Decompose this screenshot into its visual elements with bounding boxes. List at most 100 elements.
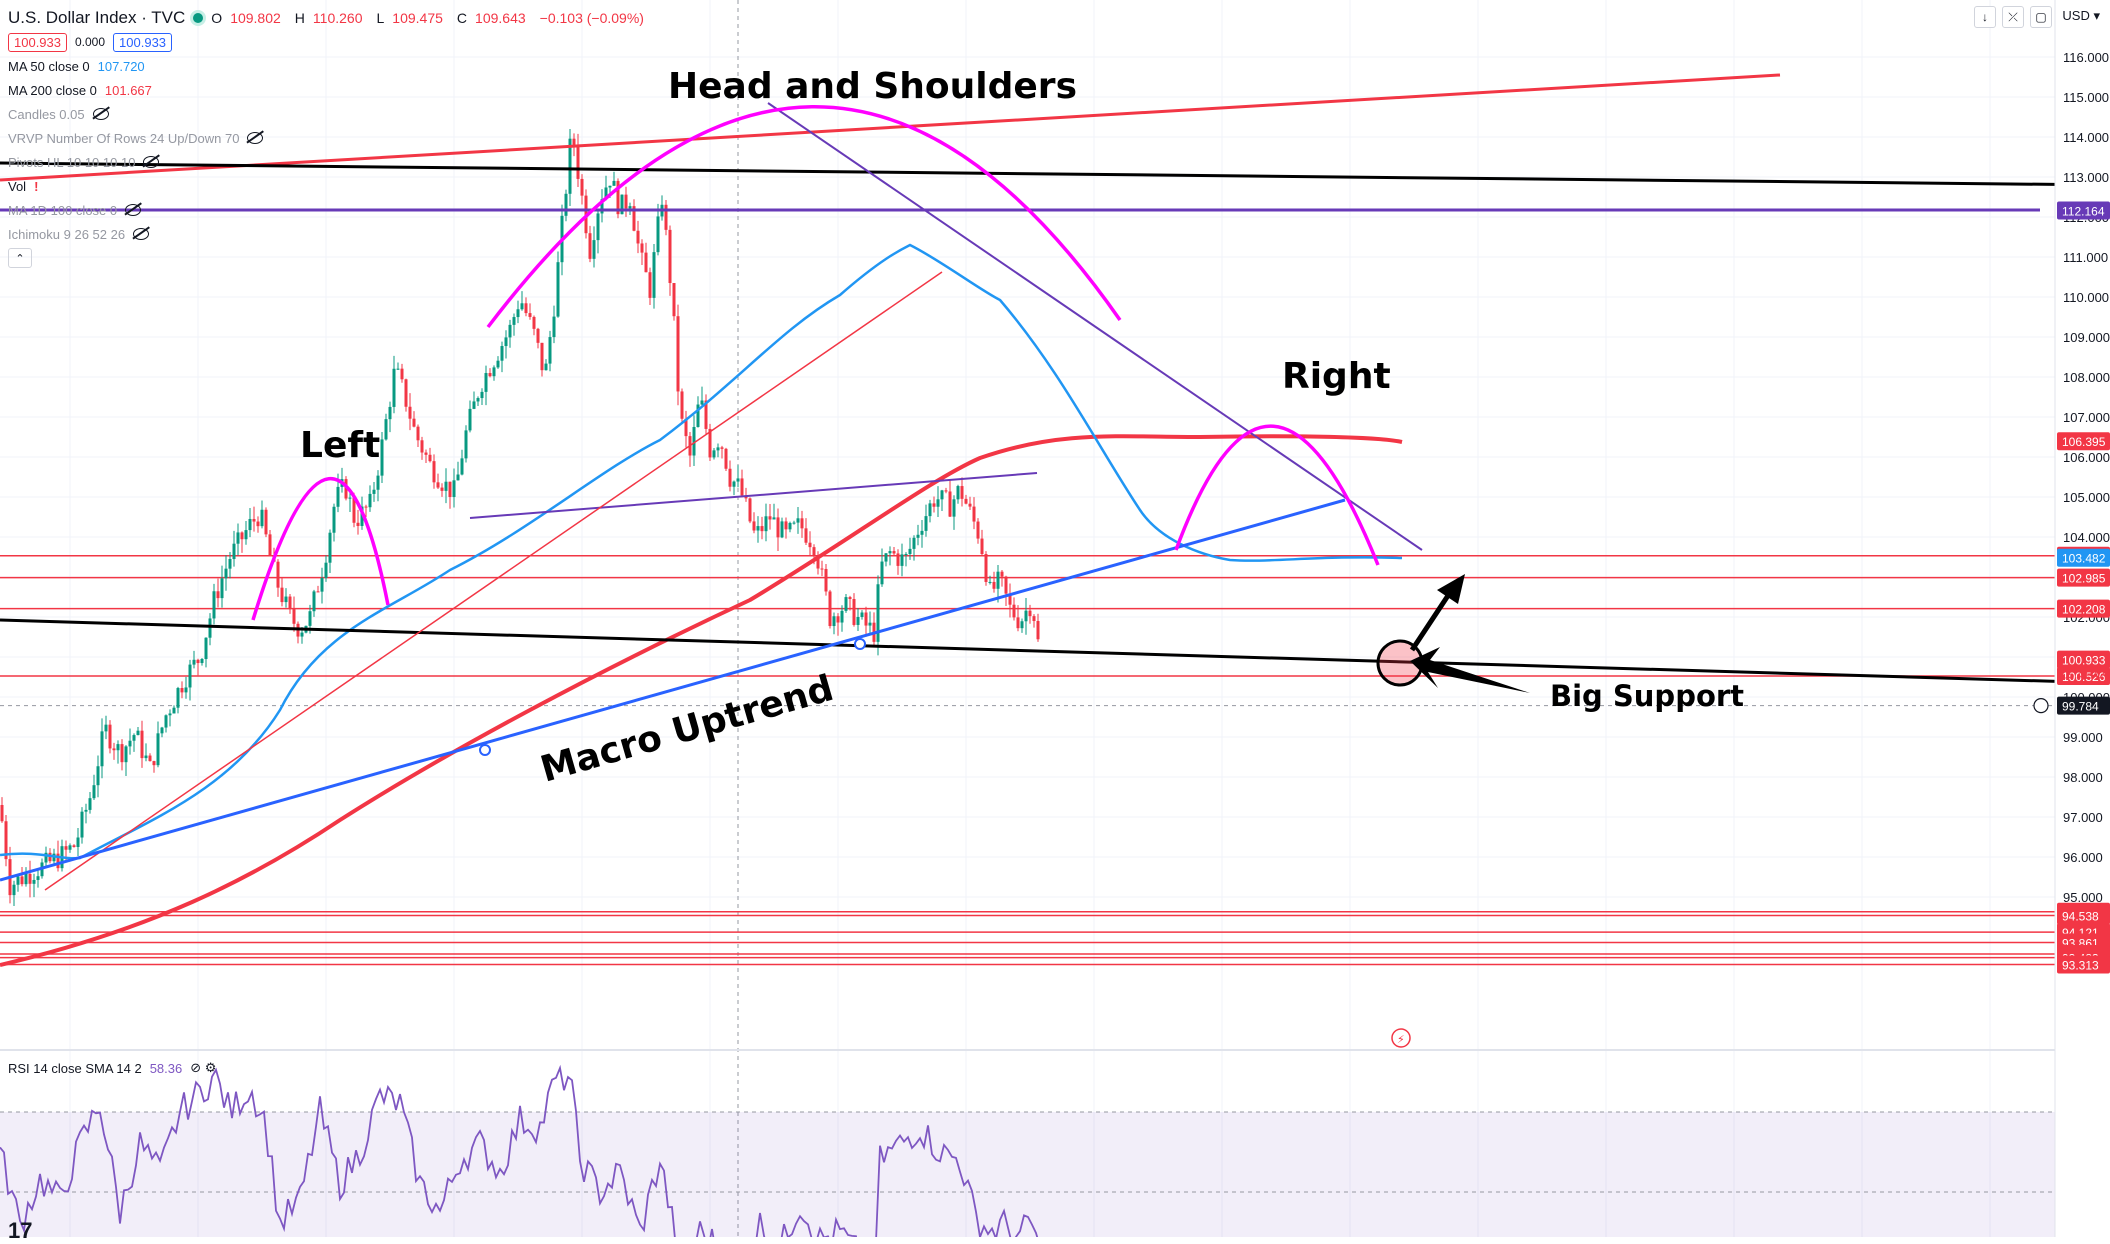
candle-body[interactable] xyxy=(352,497,356,523)
candle-body[interactable] xyxy=(68,845,72,850)
candle-body[interactable] xyxy=(152,761,156,766)
candle-body[interactable] xyxy=(784,521,788,530)
candle-body[interactable] xyxy=(156,733,160,766)
candle-body[interactable] xyxy=(588,233,592,259)
candle-body[interactable] xyxy=(432,461,436,483)
candle-body[interactable] xyxy=(1028,610,1032,617)
candle-body[interactable] xyxy=(32,879,36,884)
candle-body[interactable] xyxy=(788,522,792,530)
candle-body[interactable] xyxy=(736,478,740,482)
candle-body[interactable] xyxy=(356,522,360,526)
candle-body[interactable] xyxy=(124,746,128,763)
candle-body[interactable] xyxy=(812,547,816,556)
candle-body[interactable] xyxy=(56,853,60,869)
alert-icon[interactable] xyxy=(1391,1028,1411,1048)
candle-body[interactable] xyxy=(644,252,648,273)
candle-body[interactable] xyxy=(772,517,776,520)
candle-body[interactable] xyxy=(616,180,620,215)
candle-body[interactable] xyxy=(596,213,600,241)
neckline-purple[interactable] xyxy=(469,472,1038,519)
candle-body[interactable] xyxy=(408,406,412,419)
candle-body[interactable] xyxy=(708,428,712,458)
candle-body[interactable] xyxy=(632,206,636,231)
candle-body[interactable] xyxy=(756,526,760,531)
bid-box[interactable]: 100.933 xyxy=(8,32,67,52)
candle-body[interactable] xyxy=(684,418,688,437)
price-label-tag[interactable] xyxy=(2057,696,2110,715)
annotation-left[interactable]: Left xyxy=(300,425,380,466)
candle-body[interactable] xyxy=(552,316,556,338)
candle-body[interactable] xyxy=(852,598,856,625)
candle-body[interactable] xyxy=(232,543,236,560)
candle-body[interactable] xyxy=(792,522,796,524)
candle-body[interactable] xyxy=(172,707,176,714)
candle-body[interactable] xyxy=(308,611,312,626)
restore-pane-icon[interactable]: ▢ xyxy=(2030,6,2052,28)
candle-body[interactable] xyxy=(1000,571,1004,577)
candle-body[interactable] xyxy=(176,688,180,708)
candle-body[interactable] xyxy=(476,398,480,402)
upper-red-trendline[interactable] xyxy=(0,73,1781,182)
candle-body[interactable] xyxy=(468,408,472,431)
candle-body[interactable] xyxy=(320,577,324,592)
candle-body[interactable] xyxy=(896,553,900,566)
candle-body[interactable] xyxy=(116,744,120,751)
right-shoulder-arc[interactable] xyxy=(1174,424,1380,566)
candle-body[interactable] xyxy=(280,587,284,603)
candle-body[interactable] xyxy=(20,876,24,885)
candle-body[interactable] xyxy=(672,283,676,317)
price-label-tag[interactable] xyxy=(2057,666,2110,685)
candle-body[interactable] xyxy=(436,482,440,488)
candle-body[interactable] xyxy=(112,748,116,751)
candle-body[interactable] xyxy=(452,480,456,497)
candle-body[interactable] xyxy=(864,612,868,626)
candle-body[interactable] xyxy=(300,632,304,637)
candle-body[interactable] xyxy=(164,715,168,728)
candle-body[interactable] xyxy=(728,468,732,487)
candle-body[interactable] xyxy=(876,584,880,642)
candle-body[interactable] xyxy=(536,328,540,343)
candle-body[interactable] xyxy=(248,518,252,531)
lower-black-support-line[interactable] xyxy=(0,618,2110,685)
price-label-tag[interactable] xyxy=(2057,955,2110,974)
candle-body[interactable] xyxy=(92,785,96,799)
candle-body[interactable] xyxy=(724,448,728,469)
candle-body[interactable] xyxy=(204,637,208,660)
candle-body[interactable] xyxy=(12,884,16,896)
candle-body[interactable] xyxy=(312,591,316,612)
indicator-ma50[interactable]: MA 50 close 0 107.720 xyxy=(8,54,650,78)
candle-body[interactable] xyxy=(668,229,672,284)
candle-body[interactable] xyxy=(216,591,220,599)
eye-hidden-icon[interactable] xyxy=(125,204,142,216)
candle-body[interactable] xyxy=(88,798,92,810)
candle-body[interactable] xyxy=(768,516,772,520)
candle-body[interactable] xyxy=(200,659,204,664)
candle-body[interactable] xyxy=(416,426,420,441)
candle-body[interactable] xyxy=(780,521,784,538)
candle-body[interactable] xyxy=(648,272,652,298)
candle-body[interactable] xyxy=(96,766,100,786)
candle-body[interactable] xyxy=(776,517,780,538)
candle-body[interactable] xyxy=(624,194,628,209)
candle-body[interactable] xyxy=(760,526,764,532)
candle-body[interactable] xyxy=(840,610,844,623)
candle-body[interactable] xyxy=(444,481,448,491)
candle-body[interactable] xyxy=(868,622,872,626)
candle-body[interactable] xyxy=(464,430,468,459)
price-label-tag[interactable] xyxy=(2057,599,2110,618)
candle-body[interactable] xyxy=(192,659,196,665)
candle-body[interactable] xyxy=(572,138,576,146)
indicator-candles[interactable]: Candles 0.05 xyxy=(8,102,650,126)
candle-body[interactable] xyxy=(516,309,520,318)
candle-body[interactable] xyxy=(992,581,996,589)
price-label-tag[interactable] xyxy=(2057,201,2110,220)
uptrend-anchor-point[interactable] xyxy=(854,638,866,650)
candle-body[interactable] xyxy=(100,731,104,767)
candle-body[interactable] xyxy=(64,846,68,850)
candle-body[interactable] xyxy=(848,597,852,599)
candle-body[interactable] xyxy=(880,561,884,585)
candle-body[interactable] xyxy=(936,499,940,507)
candle-body[interactable] xyxy=(36,876,40,880)
candle-body[interactable] xyxy=(496,360,500,368)
candle-body[interactable] xyxy=(344,479,348,499)
